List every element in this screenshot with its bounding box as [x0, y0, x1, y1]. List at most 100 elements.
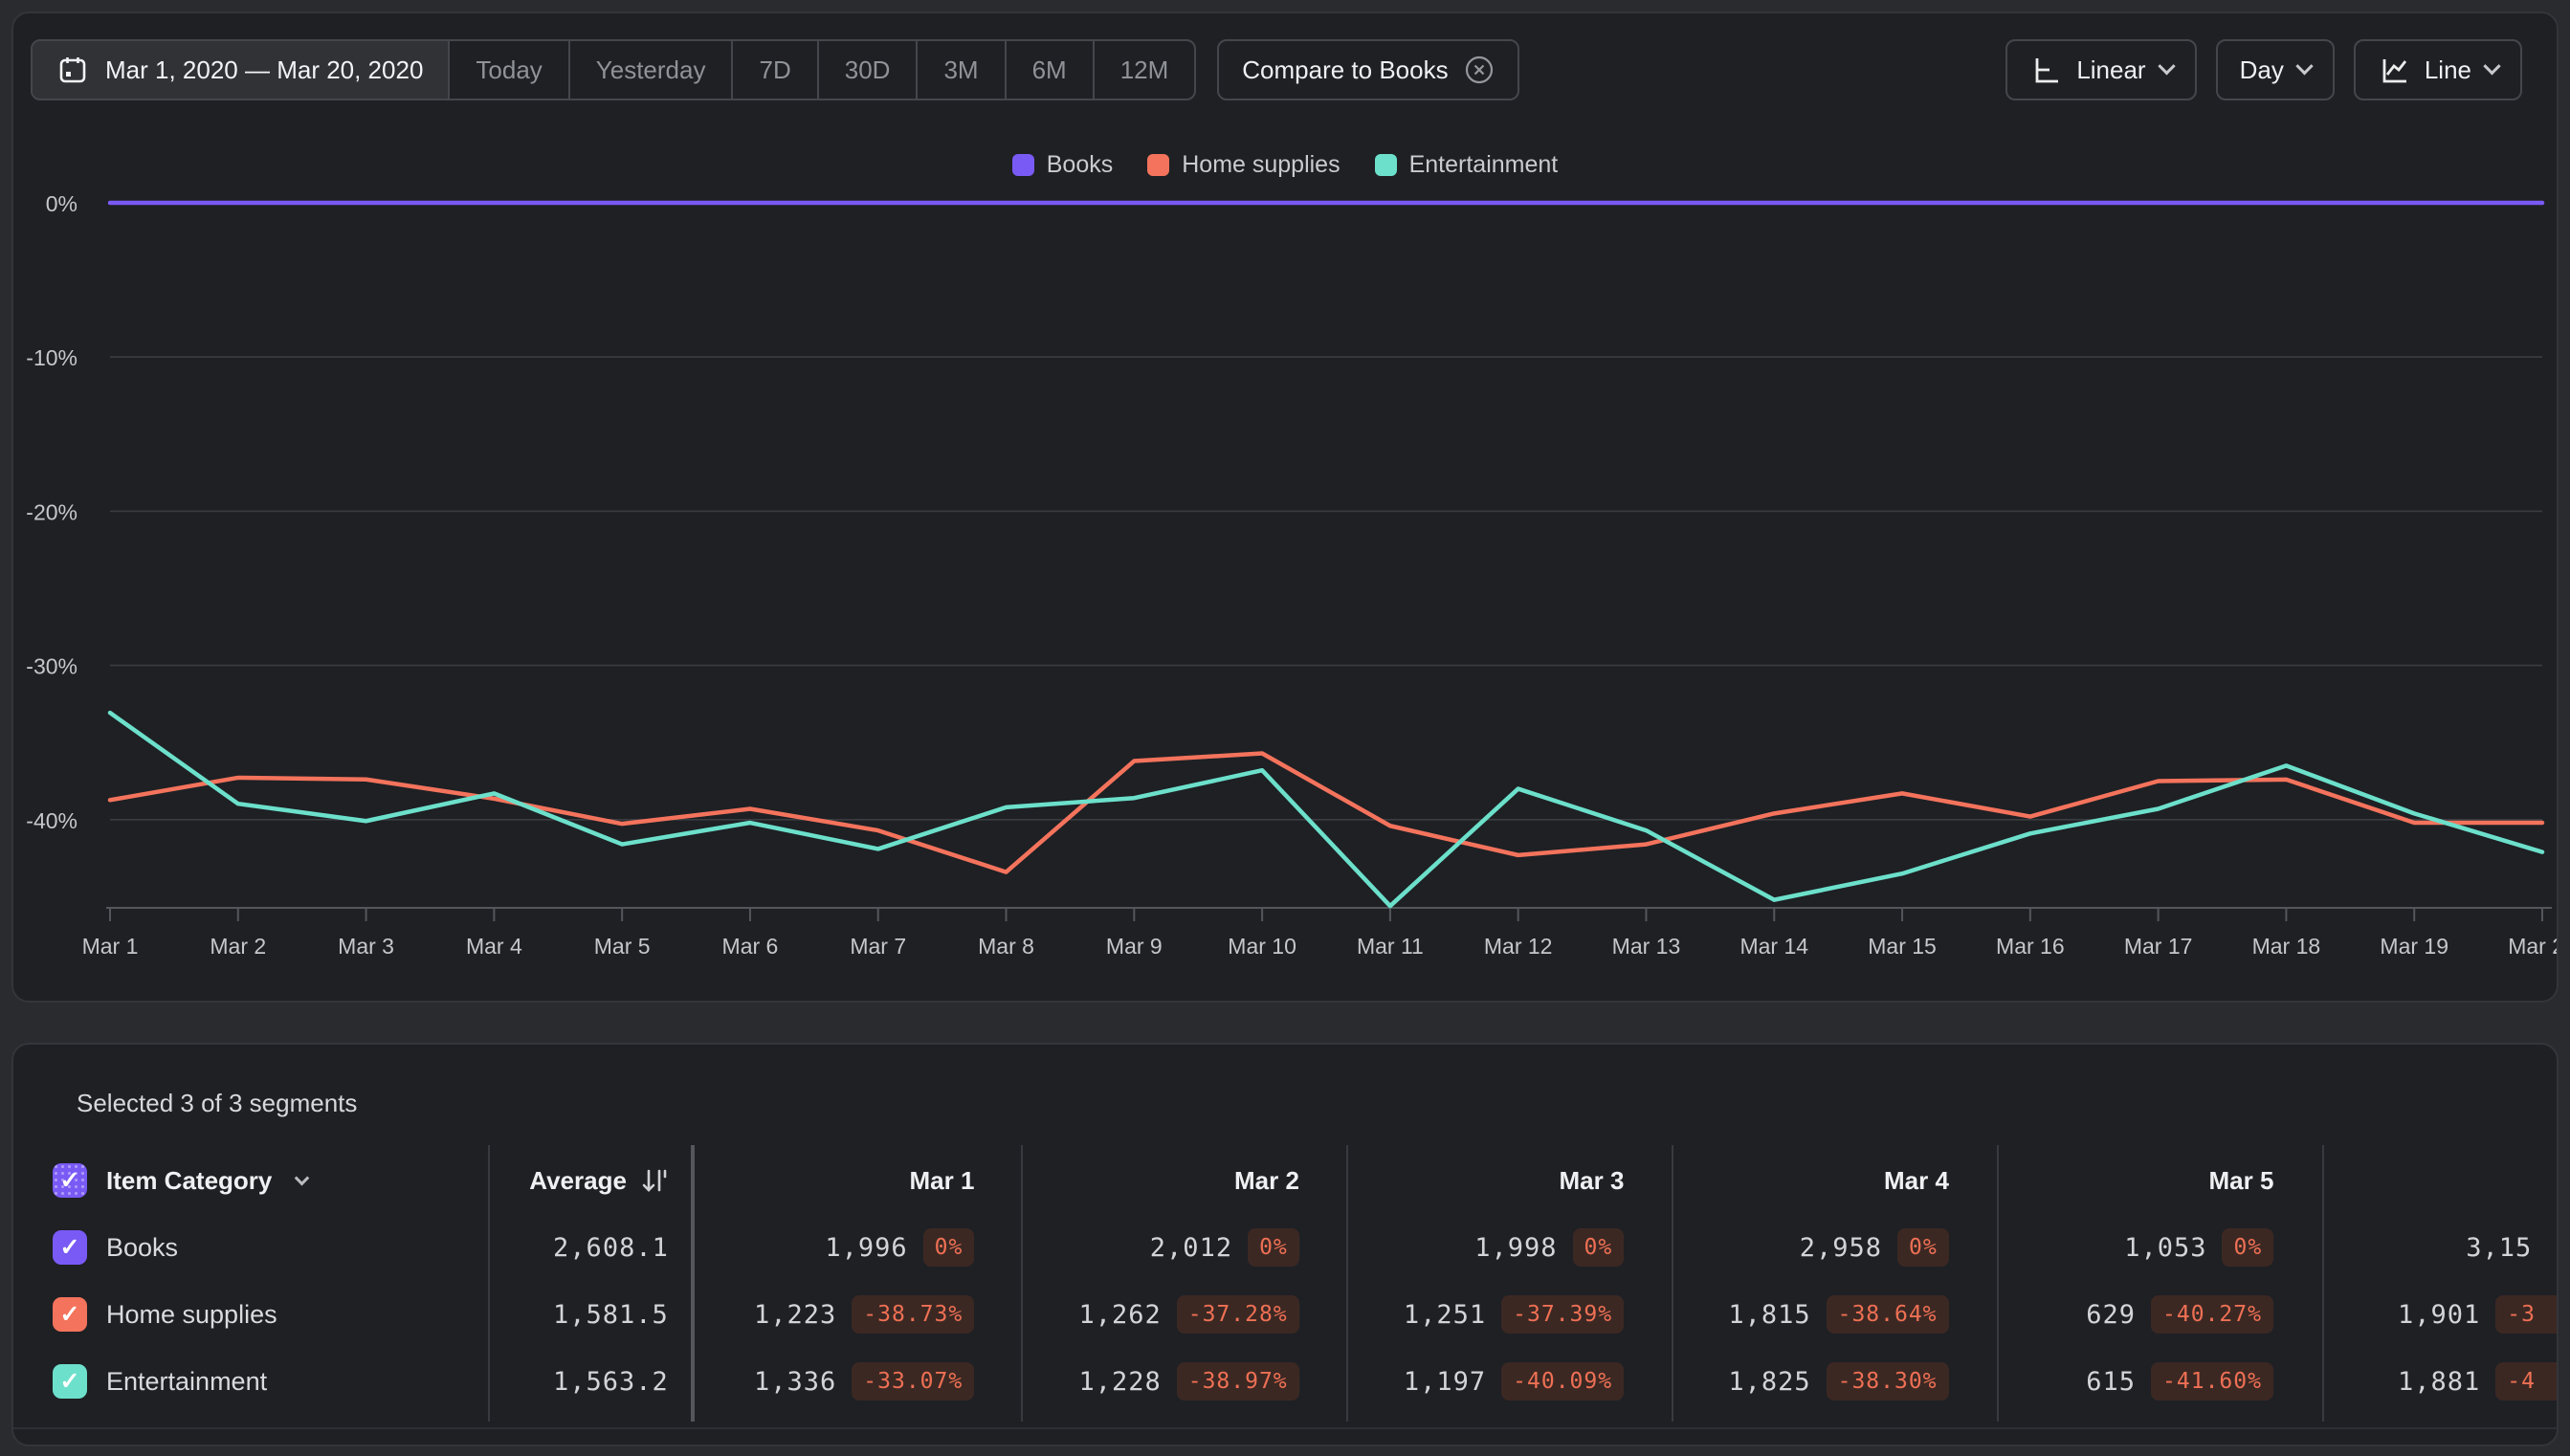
- entertainment-checkbox[interactable]: ✓: [53, 1364, 87, 1399]
- cell-value: 1,881: [2397, 1366, 2481, 1397]
- cell-value: 3,15: [2466, 1232, 2533, 1263]
- date-header-label: Mar 5: [2208, 1165, 2274, 1195]
- table-header-row: ✓ Item Category Average Mar 1 Mar 2 Mar …: [13, 1147, 2557, 1214]
- cell-value: 1,815: [1728, 1299, 1811, 1330]
- average-value: 1,563.2: [552, 1366, 669, 1397]
- cell-value: 629: [2086, 1299, 2137, 1330]
- svg-text:-10%: -10%: [26, 345, 78, 370]
- svg-text:-40%: -40%: [26, 808, 78, 833]
- svg-text:Mar 3: Mar 3: [338, 934, 394, 959]
- svg-text:Mar 11: Mar 11: [1357, 934, 1424, 959]
- compare-chip[interactable]: Compare to Books: [1217, 39, 1519, 100]
- svg-text:Mar 15: Mar 15: [1868, 934, 1937, 959]
- legend-label: Books: [1046, 151, 1114, 178]
- cell-value: 1,197: [1403, 1366, 1487, 1397]
- svg-text:Mar 7: Mar 7: [850, 934, 906, 959]
- chart-legend: Books Home supplies Entertainment: [13, 151, 2557, 179]
- svg-text:Mar 6: Mar 6: [722, 934, 779, 959]
- date-range-control: Mar 1, 2020 — Mar 20, 2020 Today Yesterd…: [31, 39, 1197, 100]
- preset-today[interactable]: Today: [448, 41, 567, 99]
- date-range-button[interactable]: Mar 1, 2020 — Mar 20, 2020: [33, 41, 449, 99]
- toolbar: Mar 1, 2020 — Mar 20, 2020 Today Yesterd…: [31, 39, 2522, 100]
- sort-descending-icon[interactable]: [640, 1165, 669, 1196]
- cell-value: 2,012: [1149, 1232, 1233, 1263]
- svg-text:Mar 13: Mar 13: [1612, 934, 1681, 959]
- home-supplies-checkbox[interactable]: ✓: [53, 1297, 87, 1332]
- home-supplies-swatch: [1147, 154, 1170, 176]
- segments-table-card: Selected 3 of 3 segments ✓ Item Category…: [11, 1043, 2559, 1446]
- svg-text:0%: 0%: [46, 191, 78, 216]
- date-header-label: Mar 1: [909, 1165, 975, 1195]
- column-divider: [1346, 1145, 1348, 1422]
- change-badge: 0%: [2222, 1228, 2274, 1267]
- scale-label: Linear: [2076, 55, 2146, 84]
- books-checkbox[interactable]: ✓: [53, 1230, 87, 1265]
- date-header-cell: Mar 1: [692, 1166, 1017, 1196]
- chart-type-select[interactable]: Line: [2353, 39, 2522, 100]
- table-cell-clipped: 1,901 -3: [2315, 1295, 2557, 1334]
- change-badge: -33.07%: [852, 1362, 975, 1401]
- scale-select[interactable]: Linear: [2005, 39, 2197, 100]
- column-divider: [1672, 1145, 1673, 1422]
- cell-value: 1,825: [1728, 1366, 1811, 1397]
- svg-text:Mar 16: Mar 16: [1996, 934, 2065, 959]
- select-all-checkbox[interactable]: ✓: [53, 1163, 87, 1198]
- date-header-label: Mar 4: [1884, 1165, 1949, 1195]
- line-chart: 0% -10% -20% -30% -40% Mar 1 Mar 2 Mar 3 Mar 4 Ma…: [26, 191, 2557, 959]
- chart-type-label: Line: [2424, 55, 2471, 84]
- remove-compare-icon[interactable]: [1464, 55, 1495, 85]
- legend-item-entertainment[interactable]: Entertainment: [1374, 151, 1559, 179]
- granularity-select[interactable]: Day: [2215, 39, 2335, 100]
- row-label: Home supplies: [106, 1299, 277, 1329]
- cell-value: 1,053: [2124, 1232, 2207, 1263]
- preset-3m[interactable]: 3M: [916, 41, 1004, 99]
- table-cell: 1,336 -33.07%: [692, 1362, 1016, 1401]
- svg-text:Mar 1: Mar 1: [82, 934, 139, 959]
- average-header-label: Average: [529, 1165, 627, 1195]
- table-cell: 1,825 -38.30%: [1666, 1362, 1990, 1401]
- preset-yesterday[interactable]: Yesterday: [567, 41, 732, 99]
- date-header-cell: Mar 4: [1666, 1166, 1991, 1196]
- date-range-label: Mar 1, 2020 — Mar 20, 2020: [105, 55, 424, 84]
- table-cell: 2,012 0%: [1016, 1228, 1340, 1267]
- preset-12m[interactable]: 12M: [1092, 41, 1195, 99]
- svg-text:Mar 20: Mar 20: [2508, 934, 2557, 959]
- books-swatch: [1011, 154, 1034, 176]
- preset-7d[interactable]: 7D: [731, 41, 816, 99]
- table-row-entertainment: ✓ Entertainment 1,563.2 1,336 -33.07% 1,2…: [13, 1348, 2557, 1415]
- change-badge: 0%: [1248, 1228, 1299, 1267]
- table-cell: 1,228 -38.97%: [1016, 1362, 1340, 1401]
- svg-text:Mar 19: Mar 19: [2380, 934, 2448, 959]
- change-badge: -38.73%: [852, 1295, 975, 1334]
- line-chart-icon: [2382, 59, 2406, 83]
- average-value: 1,581.5: [552, 1299, 669, 1330]
- svg-text:Mar 5: Mar 5: [594, 934, 651, 959]
- legend-item-home-supplies[interactable]: Home supplies: [1147, 151, 1340, 179]
- change-badge: 0%: [922, 1228, 975, 1267]
- change-badge: -38.64%: [1826, 1295, 1949, 1334]
- chevron-down-icon: [2157, 56, 2176, 75]
- table-cell: 1,262 -37.28%: [1016, 1295, 1340, 1334]
- legend-item-books[interactable]: Books: [1011, 151, 1114, 179]
- change-badge: -4: [2495, 1362, 2557, 1401]
- cell-value: 1,251: [1403, 1299, 1487, 1330]
- preset-30d[interactable]: 30D: [816, 41, 917, 99]
- table-row-books: ✓ Books 2,608.1 1,996 0% 2,012 0% 1,998 0% …: [13, 1214, 2557, 1281]
- table-cell: 2,958 0%: [1666, 1228, 1990, 1267]
- svg-text:Mar 10: Mar 10: [1228, 934, 1296, 959]
- toolbar-right: Linear Day Line: [2005, 39, 2522, 100]
- date-header-label: Mar 2: [1234, 1165, 1299, 1195]
- legend-label: Entertainment: [1408, 151, 1559, 178]
- segments-summary: Selected 3 of 3 segments: [77, 1089, 358, 1117]
- table-cell-clipped: 1,881 -4: [2315, 1362, 2557, 1401]
- change-badge: -37.39%: [1501, 1295, 1625, 1334]
- date-header-cell: Mar 2: [1016, 1166, 1341, 1196]
- table-cell: 1,053 0%: [1991, 1228, 2315, 1267]
- svg-text:Mar 18: Mar 18: [2252, 934, 2321, 959]
- svg-text:-30%: -30%: [26, 654, 78, 679]
- average-value: 2,608.1: [553, 1232, 669, 1263]
- chevron-down-icon[interactable]: [295, 1170, 310, 1185]
- preset-6m[interactable]: 6M: [1004, 41, 1093, 99]
- cell-value: 1,228: [1078, 1366, 1162, 1397]
